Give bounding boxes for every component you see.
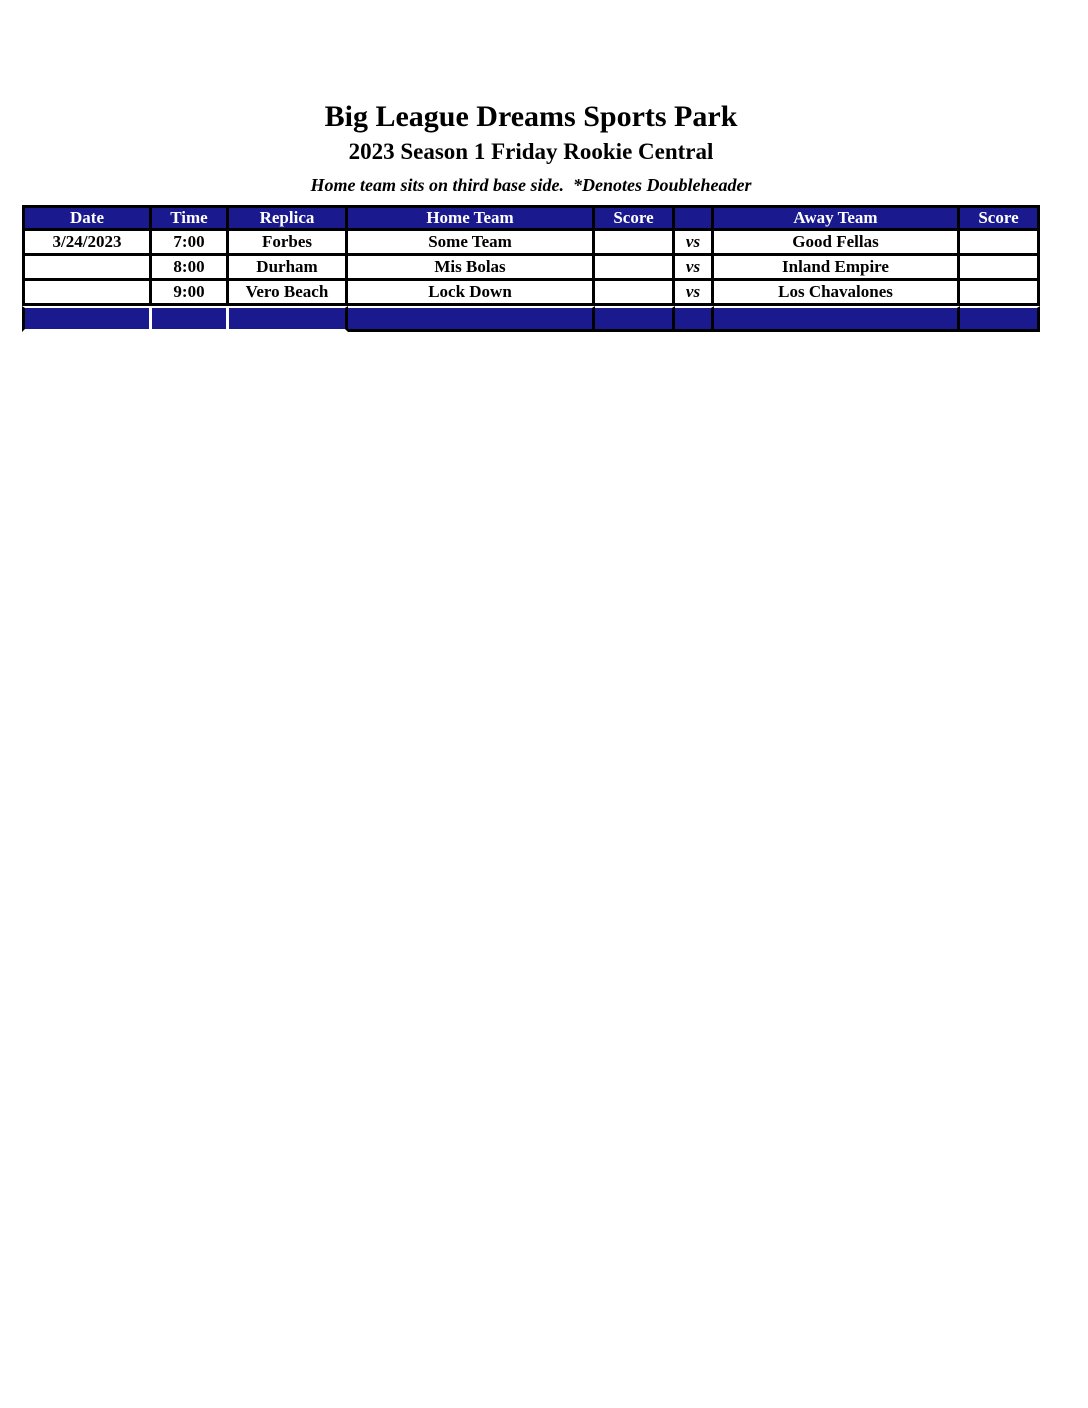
footer-cell [595,306,675,332]
home-team-note: Home team sits on third base side. *Deno… [310,175,752,195]
cell-away-team: Good Fellas [714,231,960,256]
cell-replica: Durham [229,256,348,281]
cell-replica: Vero Beach [229,281,348,306]
cell-time: 9:00 [152,281,229,306]
column-header-vs-spacer [675,205,714,231]
column-header-home-team: Home Team [348,205,595,231]
cell-home-score [595,281,675,306]
page-subtitle: 2023 Season 1 Friday Rookie Central [348,139,714,164]
game-row: 8:00 Durham Mis Bolas vs Inland Empire [22,256,1040,281]
column-header-time: Time [152,205,229,231]
cell-date: 3/24/2023 [22,231,152,256]
footer-cell [348,306,595,332]
column-header-away-score: Score [960,205,1040,231]
schedule-content: Big League Dreams Sports Park 2023 Seaso… [22,100,1040,332]
footer-cell [22,306,152,332]
cell-away-team: Inland Empire [714,256,960,281]
cell-home-team: Mis Bolas [348,256,595,281]
cell-away-score [960,231,1040,256]
footer-cell [675,306,714,332]
table-header-row: Date Time Replica Home Team Score Away T… [22,205,1040,231]
cell-date [22,256,152,281]
cell-away-team: Los Chavalones [714,281,960,306]
cell-vs: vs [675,281,714,306]
footer-band-row [22,306,1040,332]
cell-home-score [595,231,675,256]
cell-time: 7:00 [152,231,229,256]
cell-home-team: Some Team [348,231,595,256]
footer-cell [152,306,229,332]
page-title: Big League Dreams Sports Park [324,100,738,133]
game-row: 9:00 Vero Beach Lock Down vs Los Chavalo… [22,281,1040,306]
cell-time: 8:00 [152,256,229,281]
footer-cell [960,306,1040,332]
cell-replica: Forbes [229,231,348,256]
column-header-away-team: Away Team [714,205,960,231]
cell-date [22,281,152,306]
cell-vs: vs [675,231,714,256]
cell-vs: vs [675,256,714,281]
column-header-replica: Replica [229,205,348,231]
cell-away-score [960,256,1040,281]
footer-cell [229,306,348,332]
footer-cell [714,306,960,332]
column-header-date: Date [22,205,152,231]
schedule-table: Date Time Replica Home Team Score Away T… [22,205,1040,332]
column-header-home-score: Score [595,205,675,231]
cell-home-team: Lock Down [348,281,595,306]
cell-home-score [595,256,675,281]
cell-away-score [960,281,1040,306]
game-row: 3/24/2023 7:00 Forbes Some Team vs Good … [22,231,1040,256]
